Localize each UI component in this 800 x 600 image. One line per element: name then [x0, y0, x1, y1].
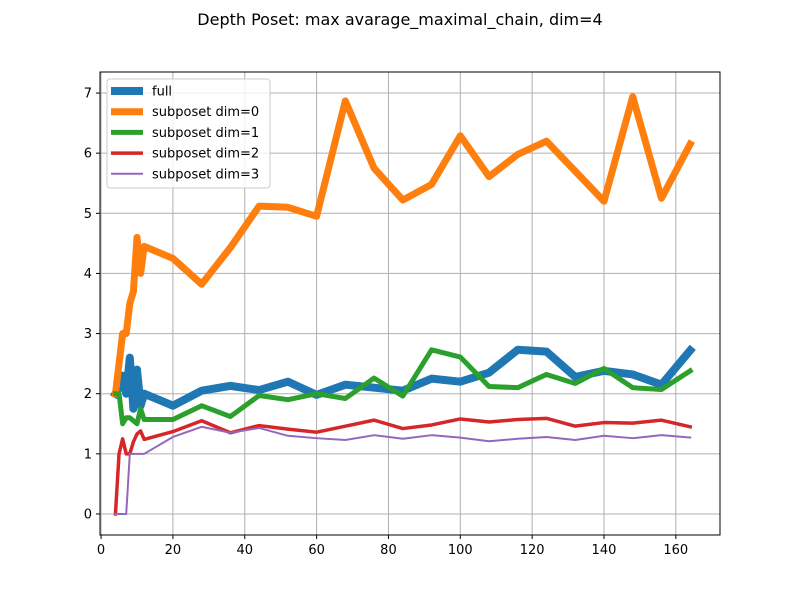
- series-line-3: [113, 416, 693, 516]
- plot-area-frame: [99, 71, 721, 536]
- y-axis-ticks: 0 1 2 3 4 5 6 7: [84, 87, 100, 522]
- series-line-2: [112, 347, 694, 427]
- legend-label-3: subposet dim=2: [152, 147, 259, 162]
- series-line-0: [109, 344, 696, 413]
- chart-title: Depth Poset: max avarage_maximal_chain, …: [197, 10, 602, 30]
- legend: full subposet dim=0 subposet dim=1 subposet…: [106, 78, 271, 189]
- y-tick-label: 4: [84, 267, 92, 282]
- x-tick-label: 40: [236, 543, 253, 558]
- y-tick-label: 5: [84, 207, 92, 222]
- x-tick-label: 160: [663, 543, 688, 558]
- x-tick-label: 20: [165, 543, 182, 558]
- y-tick-label: 0: [84, 507, 92, 522]
- legend-entries: full subposet dim=0 subposet dim=1 subposet…: [111, 85, 259, 182]
- x-tick-label: 60: [308, 543, 325, 558]
- y-tick-label: 3: [84, 327, 92, 342]
- legend-label-4: subposet dim=3: [152, 167, 259, 182]
- y-tick-label: 1: [84, 447, 92, 462]
- series-line-1: [111, 93, 695, 398]
- x-tick-label: 120: [520, 543, 545, 558]
- x-tick-label: 0: [97, 543, 105, 558]
- legend-label-1: subposet dim=0: [152, 105, 259, 120]
- legend-label-2: subposet dim=1: [152, 126, 259, 141]
- x-tick-label: 80: [380, 543, 397, 558]
- x-axis-ticks: 0 20 40 60 80 100 120 140 160: [97, 535, 688, 558]
- y-tick-label: 2: [84, 387, 92, 402]
- x-tick-label: 140: [592, 543, 617, 558]
- y-tick-label: 7: [84, 87, 92, 102]
- legend-box: [106, 78, 271, 189]
- legend-label-0: full: [152, 85, 172, 100]
- series-line-4: [114, 425, 692, 515]
- y-tick-label: 6: [84, 147, 92, 162]
- series-lines: [109, 93, 696, 516]
- x-tick-label: 100: [448, 543, 473, 558]
